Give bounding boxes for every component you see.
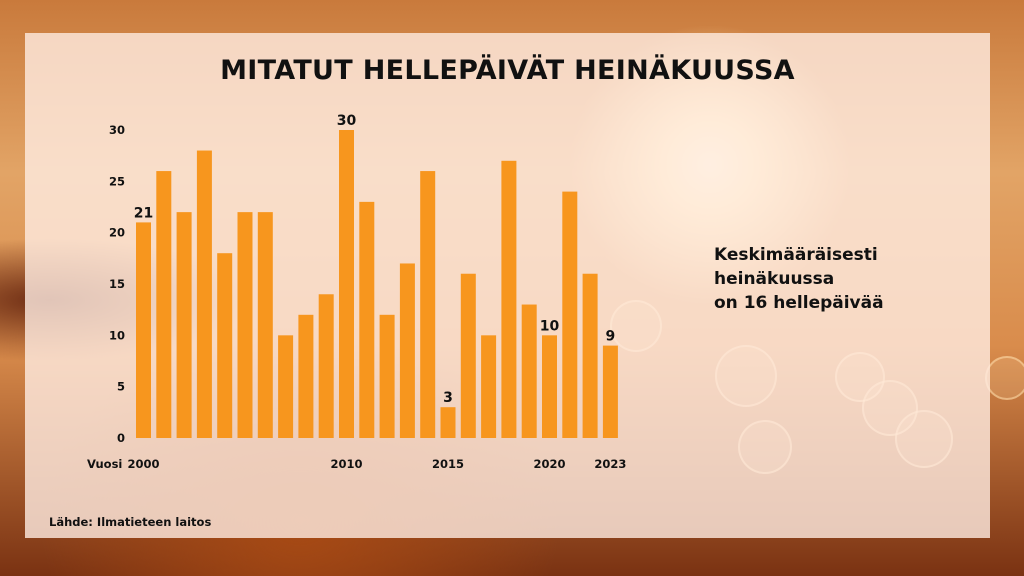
y-tick-label: 20	[109, 226, 125, 240]
bar-2000	[136, 222, 151, 438]
bar-2023	[602, 345, 618, 438]
value-label-2015: 3	[443, 390, 453, 406]
bar-2009	[318, 294, 334, 438]
note-line-3: on 16 hellepäivää	[714, 293, 884, 313]
average-note: Keskimääräisesti heinäkuussa on 16 helle…	[714, 243, 884, 315]
bar-2008	[298, 314, 314, 438]
value-label-2000: 21	[134, 205, 153, 221]
bar-2022	[582, 273, 598, 438]
value-label-2020: 10	[540, 318, 560, 334]
x-axis-label: Vuosi	[87, 457, 122, 471]
x-tick-label-2000: 2000	[127, 457, 159, 471]
bar-2003	[196, 150, 212, 438]
chart-panel: MITATUT HELLEPÄIVÄT HEINÄKUUSSA 0 5 10 15 20…	[25, 33, 990, 538]
y-axis-ticks: 0 5 10 15 20 25 30	[109, 123, 125, 445]
bar-2020	[542, 335, 557, 438]
y-tick-label: 30	[109, 123, 125, 137]
bar-2016	[460, 273, 476, 438]
value-labels: 21 30 3 10 9	[134, 113, 616, 406]
bar-2013	[399, 263, 415, 438]
bar-2007	[278, 335, 294, 438]
x-tick-label-2015: 2015	[432, 457, 464, 471]
bar-2018	[501, 160, 517, 439]
bar-2002	[176, 212, 192, 438]
bars	[136, 130, 618, 439]
note-line-2: heinäkuussa	[714, 269, 835, 289]
x-tick-label-2020: 2020	[533, 457, 565, 471]
bar-2015	[440, 407, 456, 438]
x-tick-label-2010: 2010	[330, 457, 362, 471]
bar-2010	[339, 130, 354, 438]
x-axis-ticks: 2000 2010 2015 2020 2023	[127, 457, 626, 471]
bar-2006	[257, 212, 273, 438]
y-tick-label: 15	[109, 277, 125, 291]
bar-2017	[481, 335, 497, 438]
y-tick-label: 5	[117, 380, 125, 394]
chart-title: MITATUT HELLEPÄIVÄT HEINÄKUUSSA	[220, 55, 795, 86]
bar-2001	[156, 171, 172, 439]
note-line-1: Keskimääräisesti	[714, 245, 878, 265]
bar-2012	[379, 314, 395, 438]
bokeh-circle	[985, 356, 1024, 400]
bar-2021	[562, 191, 578, 438]
x-tick-label-2023: 2023	[594, 457, 626, 471]
value-label-2023: 9	[606, 329, 616, 345]
bar-2004	[217, 253, 233, 438]
y-tick-label: 25	[109, 174, 125, 188]
y-tick-label: 0	[117, 431, 125, 445]
value-label-2010: 30	[337, 113, 357, 129]
bar-2014	[420, 171, 436, 439]
bar-2019	[521, 304, 537, 438]
bar-2011	[359, 201, 375, 438]
bar-2005	[237, 212, 253, 438]
y-tick-label: 10	[109, 328, 125, 342]
source-text: Lähde: Ilmatieteen laitos	[49, 515, 212, 529]
